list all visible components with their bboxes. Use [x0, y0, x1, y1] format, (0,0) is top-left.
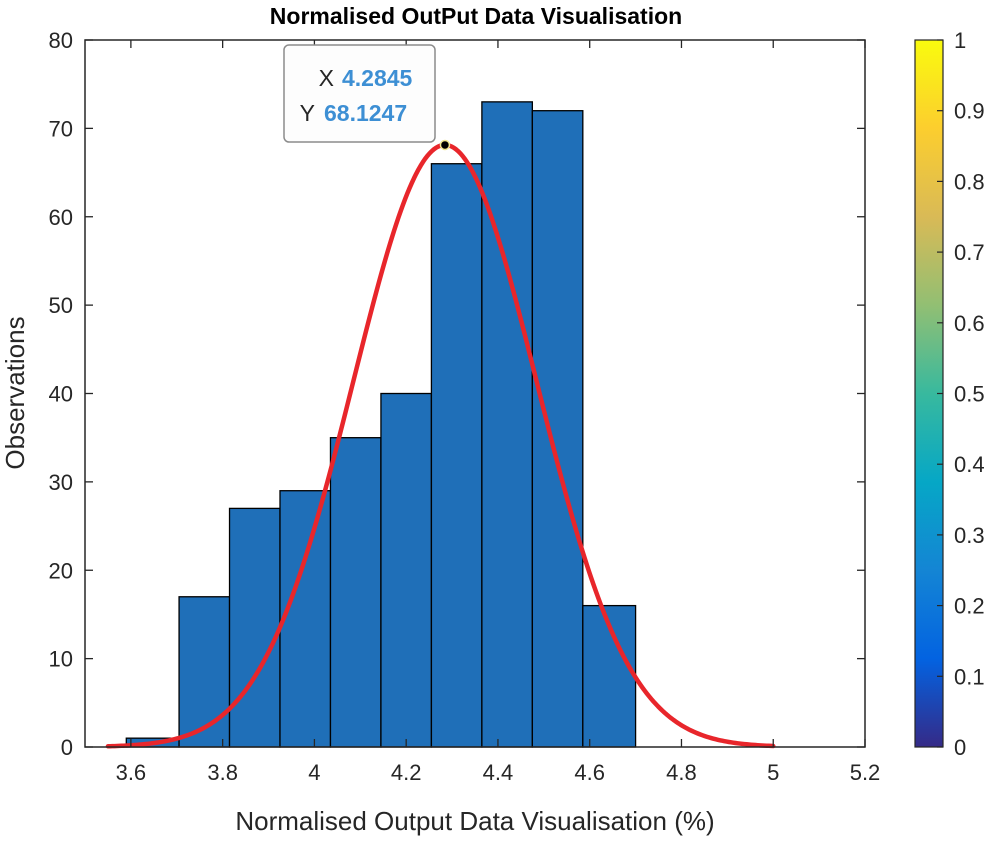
- y-tick-label: 50: [49, 293, 73, 318]
- datatip-marker[interactable]: [439, 139, 451, 151]
- histogram-bar: [178, 596, 231, 748]
- histogram-bar: [329, 437, 382, 748]
- datatip-y-value: 68.1247: [324, 100, 407, 126]
- y-axis-label: Observations: [0, 316, 30, 469]
- datatip-y-label: Y: [300, 100, 315, 126]
- histogram-bar: [430, 163, 483, 748]
- colorbar-tick-label: 0.6: [954, 311, 985, 336]
- colorbar-tick-label: 0.8: [954, 169, 985, 194]
- y-tick-label: 20: [49, 558, 73, 583]
- y-tick-label: 0: [61, 735, 73, 760]
- y-tick-label: 70: [49, 116, 73, 141]
- datatip-x-label: X: [319, 65, 334, 91]
- x-tick-label: 4: [308, 760, 320, 785]
- colorbar-tick-label: 0.5: [954, 382, 985, 407]
- colorbar-tick-label: 0.1: [954, 664, 985, 689]
- y-axis-ticks: 0 10 20 30 40 50 60 70 80: [49, 28, 865, 760]
- y-tick-label: 40: [49, 382, 73, 407]
- y-tick-label: 60: [49, 205, 73, 230]
- colorbar-tick-label: 0.7: [954, 240, 985, 265]
- x-axis-label: Normalised Output Data Visualisation (%): [235, 806, 714, 836]
- y-tick-label: 10: [49, 647, 73, 672]
- colorbar: 0 0.1 0.2 0.3 0.4 0.5 0.6 0.7 0.8 0.9 1: [914, 28, 985, 760]
- x-tick-label: 5.2: [850, 760, 881, 785]
- histogram-bar: [481, 101, 534, 748]
- x-axis-ticks: 3.6 3.8 4 4.2 4.4 4.6 4.8 5 5.2: [116, 40, 881, 785]
- colorbar-tick-label: 0.4: [954, 452, 985, 477]
- datatip-box: [283, 44, 436, 143]
- colorbar-tick-label: 0.2: [954, 594, 985, 619]
- datatip[interactable]: X 4.2845 Y 68.1247: [283, 44, 451, 151]
- colorbar-tick-label: 1: [954, 28, 966, 53]
- colorbar-tick-label: 0.9: [954, 99, 985, 124]
- colorbar-tick-label: 0: [954, 735, 966, 760]
- y-tick-label: 80: [49, 28, 73, 53]
- histogram-bar: [228, 507, 281, 748]
- colorbar-ticks: 0 0.1 0.2 0.3 0.4 0.5 0.6 0.7 0.8 0.9 1: [937, 28, 985, 760]
- colorbar-tick-label: 0.3: [954, 523, 985, 548]
- histogram-bars: [125, 101, 637, 748]
- y-tick-label: 30: [49, 470, 73, 495]
- x-tick-label: 4.6: [574, 760, 605, 785]
- histogram-bar: [279, 490, 332, 748]
- x-tick-label: 4.8: [666, 760, 697, 785]
- x-tick-label: 3.6: [116, 760, 147, 785]
- chart-title: Normalised OutPut Data Visualisation: [270, 3, 682, 29]
- plot-area: 0 10 20 30 40 50 60 70 80 3.6 3.8 4 4.2 4.4 4.6 4.8 5 5.…: [49, 28, 881, 785]
- datatip-x-value: 4.2845: [342, 65, 413, 91]
- histogram-bar: [380, 392, 433, 748]
- x-tick-label: 5: [767, 760, 779, 785]
- x-tick-label: 4.2: [391, 760, 422, 785]
- x-tick-label: 3.8: [207, 760, 238, 785]
- histogram-bar: [531, 110, 584, 748]
- x-tick-label: 4.4: [483, 760, 514, 785]
